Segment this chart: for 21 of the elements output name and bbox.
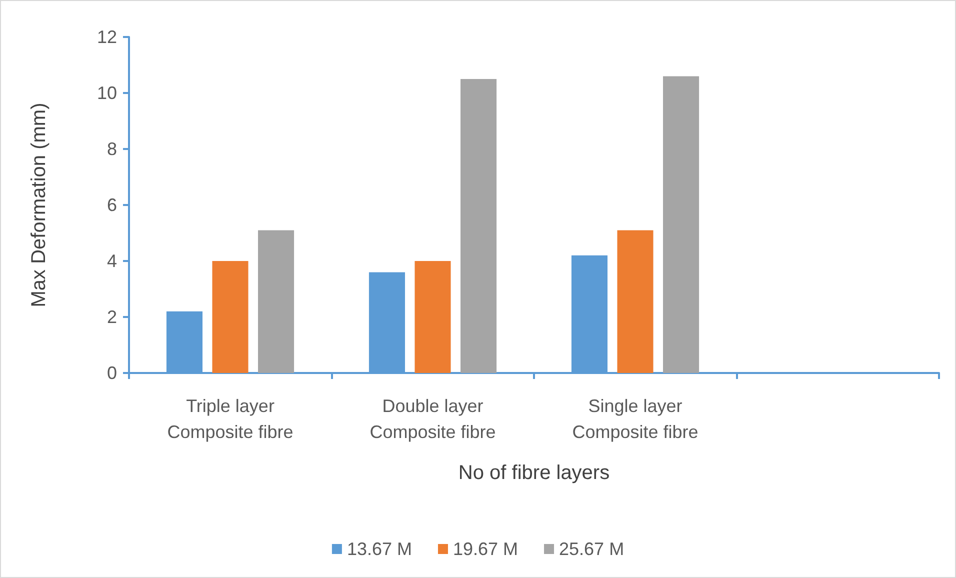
- bar: [460, 79, 497, 373]
- bar: [663, 76, 700, 373]
- x-tick-label: Double layer Composite fibre: [370, 396, 496, 442]
- y-tick-label: 0: [106, 363, 117, 383]
- y-tick-label: 4: [106, 251, 117, 271]
- bar: [617, 230, 654, 373]
- x-axis-title: No of fibre layers: [458, 462, 610, 484]
- bar: [414, 261, 451, 373]
- x-tick-label: Triple layer Composite fibre: [167, 396, 294, 442]
- x-tick-label: Single layer Composite fibre: [572, 396, 698, 442]
- y-tick-label: 8: [106, 139, 117, 159]
- y-tick-label: 12: [96, 27, 117, 47]
- y-tick-label: 6: [106, 195, 117, 215]
- legend-label: 19.67 M: [452, 539, 518, 559]
- bar: [212, 261, 248, 373]
- y-axis-title: Max Deformation (mm): [28, 102, 50, 308]
- bar: [258, 230, 294, 373]
- y-tick-label: 2: [106, 307, 117, 327]
- y-tick-label: 10: [96, 83, 117, 103]
- legend-label: 13.67 M: [346, 539, 412, 559]
- legend-label: 25.67 M: [559, 539, 624, 559]
